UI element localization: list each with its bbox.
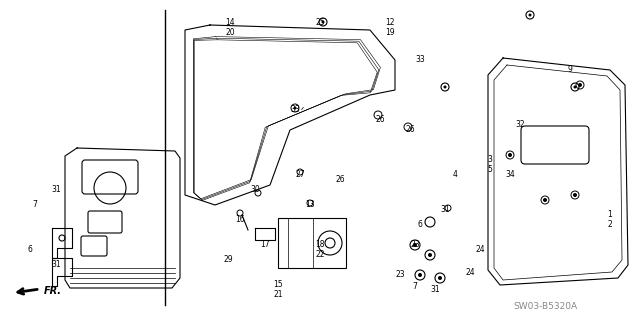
Text: 6: 6 (417, 220, 422, 229)
Text: 31: 31 (51, 185, 61, 194)
Text: 26: 26 (405, 125, 415, 134)
Text: 34: 34 (505, 170, 515, 179)
Text: 7: 7 (33, 200, 37, 209)
Text: 16: 16 (235, 215, 245, 224)
Text: 30: 30 (250, 185, 260, 194)
Text: 14
20: 14 20 (225, 18, 235, 37)
Circle shape (573, 85, 577, 88)
Text: 26: 26 (335, 175, 345, 184)
Text: 33: 33 (415, 55, 425, 64)
Circle shape (321, 20, 324, 24)
Circle shape (294, 107, 296, 109)
Circle shape (529, 13, 531, 17)
Text: 31: 31 (440, 205, 450, 214)
Circle shape (418, 273, 422, 277)
Text: 31: 31 (430, 285, 440, 294)
Text: 4: 4 (452, 170, 458, 179)
Text: 15
21: 15 21 (273, 280, 283, 299)
Circle shape (543, 198, 547, 202)
Text: 31: 31 (51, 260, 61, 269)
Circle shape (413, 243, 417, 247)
Text: 13: 13 (305, 200, 315, 209)
Text: 24: 24 (465, 268, 475, 277)
Text: 27: 27 (295, 170, 305, 179)
Bar (278, 218, 346, 268)
Text: 1
2: 1 2 (607, 210, 612, 229)
Circle shape (438, 276, 442, 280)
Text: 26: 26 (375, 115, 385, 124)
Text: 17: 17 (260, 240, 270, 249)
Circle shape (508, 153, 512, 157)
Text: 29: 29 (223, 255, 233, 264)
Text: SW03-B5320A: SW03-B5320A (513, 302, 577, 311)
Text: 3
5: 3 5 (488, 155, 492, 174)
Text: 6: 6 (28, 245, 33, 254)
Text: 12
19: 12 19 (385, 18, 395, 37)
Text: 33: 33 (290, 105, 300, 114)
Text: FR.: FR. (44, 286, 62, 296)
Text: 25: 25 (315, 18, 325, 27)
Circle shape (428, 253, 432, 257)
Text: 23: 23 (410, 240, 420, 249)
Text: 18
22: 18 22 (316, 240, 324, 259)
Circle shape (444, 85, 447, 88)
Text: 7: 7 (413, 282, 417, 291)
Circle shape (578, 83, 582, 87)
Text: 24: 24 (475, 245, 485, 254)
Text: 23: 23 (395, 270, 405, 279)
Text: 32: 32 (515, 120, 525, 129)
Circle shape (573, 193, 577, 197)
Text: 9: 9 (568, 65, 572, 74)
